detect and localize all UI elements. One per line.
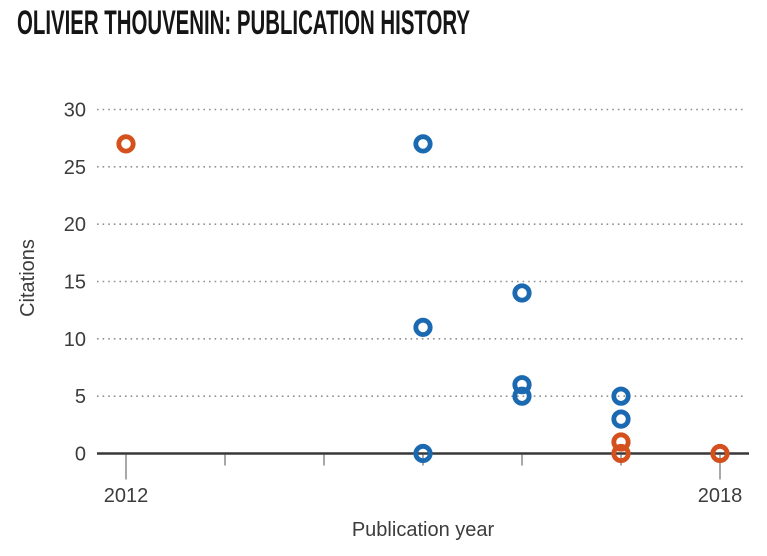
y-tick-label-30: 30: [64, 99, 86, 121]
orange-publications-point: [611, 432, 631, 452]
y-tick-label-25: 25: [64, 157, 86, 179]
y-tick-label-0: 0: [75, 444, 86, 466]
blue-publications-point: [512, 283, 532, 303]
blue-publications-point: [413, 443, 433, 464]
y-tick-label-20: 20: [64, 214, 86, 236]
blue-publications-point: [512, 386, 532, 406]
chart-title: OLIVIER THOUVENIN: PUBLICATION HISTORY: [17, 4, 470, 42]
y-tick-label-5: 5: [75, 386, 86, 408]
orange-publications-point: [710, 443, 730, 464]
blue-publications-point: [413, 317, 433, 337]
blue-publications-point: [413, 134, 433, 154]
blue-publications-point: [512, 375, 532, 395]
blue-publications-point: [611, 386, 631, 406]
y-axis-title: Citations: [17, 239, 39, 317]
x-tick-label-2018: 2018: [698, 485, 743, 507]
blue-publications-point: [611, 409, 631, 429]
y-tick-label-10: 10: [64, 329, 86, 351]
y-tick-label-15: 15: [64, 271, 86, 293]
x-axis-title: Publication year: [352, 519, 495, 541]
orange-publications-point: [611, 443, 631, 464]
orange-publications-point: [116, 134, 136, 154]
x-tick-label-2012: 2012: [104, 485, 149, 507]
